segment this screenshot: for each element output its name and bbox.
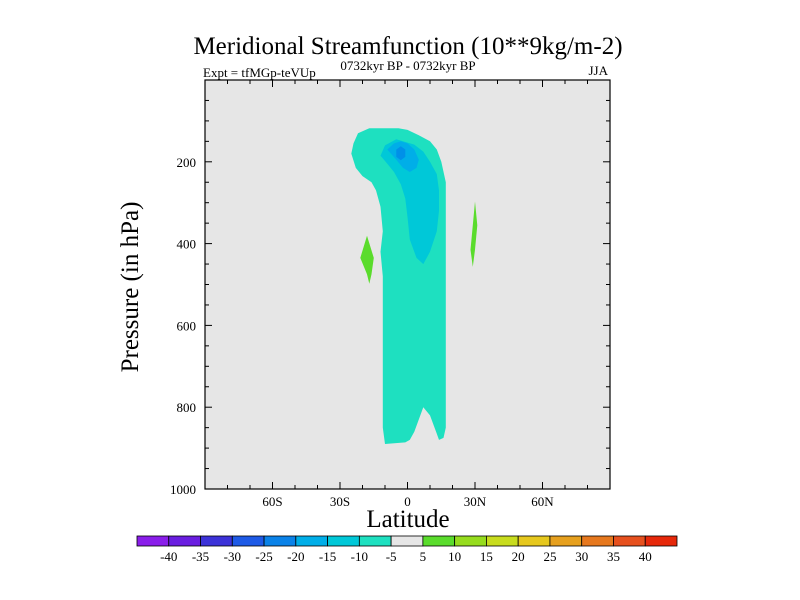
colorbar-swatch	[517, 535, 551, 547]
colorbar-label: 40	[639, 549, 652, 564]
colorbar-label: 25	[543, 549, 556, 564]
colorbar-swatch	[358, 535, 392, 547]
colorbar-label: -15	[319, 549, 336, 564]
y-tick-label: 800	[177, 400, 197, 415]
colorbar-label: 5	[420, 549, 427, 564]
colorbar-label: -10	[351, 549, 368, 564]
x-tick-label: 30S	[330, 494, 350, 509]
x-tick-label: 60N	[531, 494, 554, 509]
colorbar-label: -5	[386, 549, 397, 564]
subtitle-right: JJA	[588, 63, 608, 78]
colorbar-label: 15	[480, 549, 493, 564]
axis-ticks: 60S 30S 0 30N 60N 200 400 600 800 1000	[170, 80, 610, 509]
colorbar-swatch	[231, 535, 265, 547]
y-tick-label: 400	[177, 237, 197, 252]
colorbar-label: 10	[448, 549, 461, 564]
contour-region-cell-positive-2	[470, 201, 478, 267]
colorbar-swatch	[422, 535, 456, 547]
colorbar-swatch	[263, 535, 297, 547]
colorbar-swatch	[613, 535, 646, 547]
y-axis-label: Pressure (in hPa)	[117, 202, 144, 373]
colorbar-label: -25	[255, 549, 272, 564]
colorbar-swatch	[644, 535, 678, 547]
colorbar-swatch	[549, 535, 583, 547]
colorbar-label: -30	[224, 549, 241, 564]
colorbar-label: -40	[160, 549, 177, 564]
contour-region-cell-negative-core-3	[396, 146, 406, 161]
subtitle-left: Expt = tfMGp-teVUp	[203, 65, 316, 80]
x-tick-label: 30N	[464, 494, 487, 509]
y-tick-label: 600	[177, 318, 197, 333]
colorbar-swatch	[486, 535, 519, 547]
x-tick-label: 60S	[262, 494, 282, 509]
colorbar-swatch	[168, 535, 201, 547]
x-tick-label: 0	[404, 494, 411, 509]
chart-title: Meridional Streamfunction (10**9kg/m-2)	[193, 33, 622, 60]
colorbar-swatch	[390, 535, 424, 547]
colorbar-swatch	[200, 535, 233, 547]
contour-region-cell-negative-core-1	[380, 139, 439, 265]
colorbar-swatch	[295, 535, 328, 547]
colorbar: -40 -35 -30 -25 -20 -15 -10 -5 5 10 15 20 25 30 35 40	[136, 535, 678, 564]
colorbar-swatch	[581, 535, 614, 547]
colorbar-label: 35	[607, 549, 620, 564]
colorbar-label: -35	[192, 549, 209, 564]
contour-regions	[351, 128, 478, 445]
y-tick-label: 200	[177, 155, 197, 170]
colorbar-label: 20	[512, 549, 525, 564]
colorbar-label: -20	[287, 549, 304, 564]
colorbar-swatch	[136, 535, 170, 547]
colorbar-label: 30	[575, 549, 588, 564]
colorbar-swatch	[327, 535, 360, 547]
x-axis-label: Latitude	[366, 506, 449, 533]
contour-region-cell-positive-1	[360, 235, 374, 284]
subtitle-center: 0732kyr BP - 0732kyr BP	[340, 58, 475, 73]
y-tick-label: 1000	[170, 482, 196, 497]
colorbar-swatch	[454, 535, 487, 547]
